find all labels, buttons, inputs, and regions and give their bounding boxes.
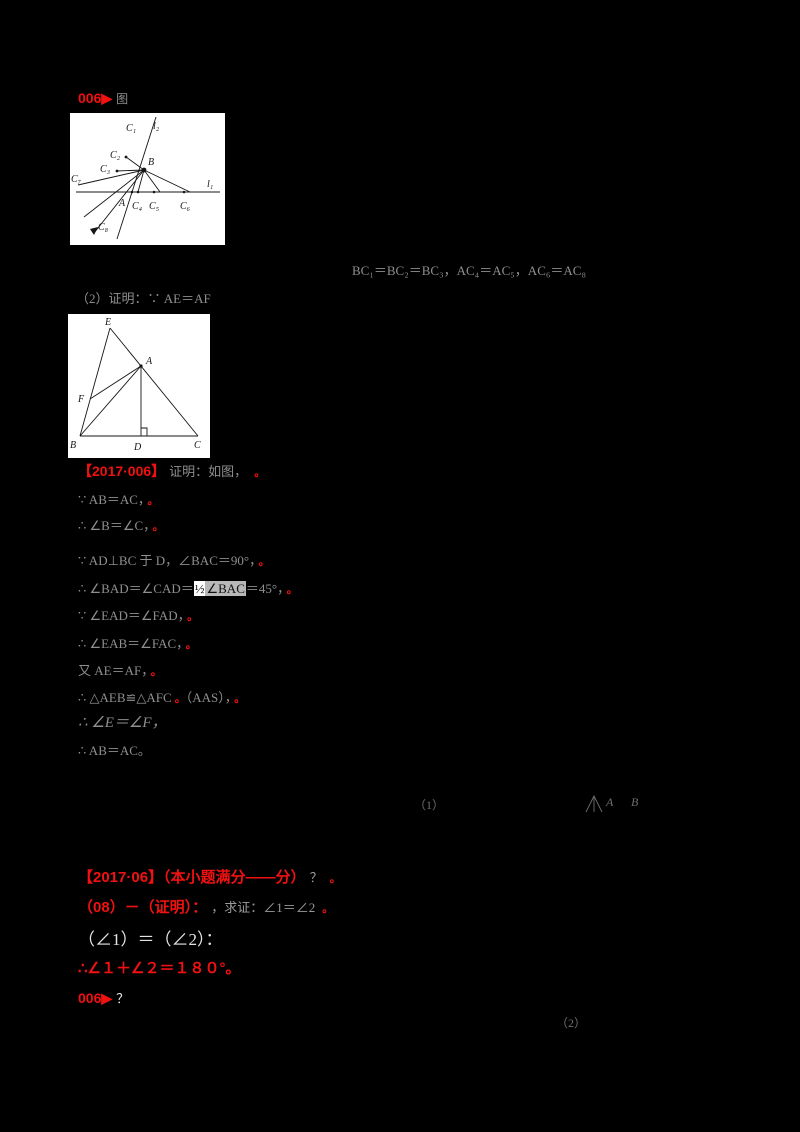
line-text: ∴ ∠EAB＝∠FAC，: [78, 636, 183, 651]
arrowhead-icon: [90, 227, 98, 235]
red-mark: 。: [174, 693, 186, 705]
tag-suffix: ？: [116, 991, 130, 1006]
line-text: ∴ AB＝AC。: [78, 743, 151, 758]
red-heading-text: 【2017·06】（本小题满分——分）: [78, 869, 306, 886]
red-mark: 。: [254, 467, 266, 479]
mini-sketch-svg: [585, 794, 603, 813]
red-mark: 。: [258, 556, 270, 568]
line-text: 又 AE＝AF，: [78, 663, 148, 678]
problem-tag: 006▶: [78, 990, 113, 1006]
solution-line: ∴ ∠E＝∠F，: [78, 711, 167, 732]
right-angle-mark: [141, 427, 148, 436]
red-line-text: （08）－（证明）：: [78, 899, 208, 916]
line-text: ∵ AD⊥BC 于 D，∠BAC＝90°，: [78, 553, 256, 568]
red-mark: 。: [152, 521, 164, 533]
solution-line: ∴ ∠BAD＝∠CAD＝½ ∠BAC＝45°，。: [78, 578, 298, 597]
fig2-label-C: C: [194, 440, 201, 451]
fig1-label-C7: C₇: [71, 174, 82, 185]
fig1-label-C8: C₈: [98, 222, 109, 233]
arrow-icon: ▶: [101, 90, 113, 106]
math-row-proof-intro: （2）证明：∵ AE＝AF: [76, 291, 211, 306]
line-text: （AAS），: [185, 690, 232, 705]
red-section-line: （08）－（证明）： ，求证：∠1＝∠2 。: [78, 896, 333, 917]
red-mark: 。: [187, 611, 199, 623]
line-text: ∴ ∠E＝∠F，: [78, 715, 167, 731]
solution-line: ∵ AD⊥BC 于 D，∠BAC＝90°，。: [78, 550, 270, 569]
solution-line: ∵ ∠EAD＝∠FAD，。: [78, 605, 198, 624]
header-suffix: 图: [116, 92, 129, 106]
fig1-label-C1: C₁: [126, 123, 136, 134]
fig2-label-A: A: [145, 356, 153, 367]
red-mark: 。: [234, 693, 246, 705]
figure2-svg: E A F B D C: [70, 317, 201, 453]
light-equation-line: （∠1）＝（∠2）：: [78, 930, 223, 949]
arrow-icon: ▶: [101, 990, 113, 1006]
red-mark: 。: [150, 666, 162, 678]
solution-line: ∴ ∠EAB＝∠FAC，。: [78, 633, 197, 652]
fig2-label-B: B: [70, 440, 76, 451]
figure-lines-diagram: C₁ l₂ C₂ C₃ B C₇ l₁ A C₄ C₅ C₆ C₈: [70, 113, 225, 245]
header-line: 006▶ 图: [78, 90, 128, 108]
solution-line: ∴ ∠B＝∠C，。: [78, 515, 164, 534]
red-section-heading: 【2017·06】（本小题满分——分） ？ 。: [78, 866, 341, 887]
fig1-label-C3: C₃: [100, 164, 111, 175]
fig1-label-A: A: [118, 198, 126, 209]
mid-label-A: A: [606, 795, 614, 809]
highlight-gray: ∠BAC: [205, 581, 246, 596]
solution-heading-text: 证明：如图，: [169, 464, 248, 479]
math-row-equalities: BC₁＝BC₂＝BC₃，AC₄＝AC₅，AC₆＝AC₈: [352, 263, 586, 278]
line-text: ∴ △AEB≌△AFC: [78, 690, 172, 705]
gray-suffix: ？: [309, 870, 323, 885]
fig2-label-D: D: [133, 442, 142, 453]
red-equation-line: ∴∠１＋∠２＝１８０°。: [78, 960, 241, 977]
bottom-part-label: （2）: [556, 1016, 587, 1030]
gray-suffix: ，求证：∠1＝∠2: [211, 900, 316, 915]
line-text: ＝45°，: [245, 581, 284, 596]
fig1-label-C4: C₄: [132, 201, 143, 212]
mid-label-B: B: [631, 795, 639, 809]
red-tag-line: 006▶ ？: [78, 988, 129, 1008]
red-mark: 。: [329, 873, 341, 885]
red-mark: 。: [185, 639, 197, 651]
fig1-label-C5: C₅: [149, 201, 160, 212]
fig1-label-l2: l₂: [153, 121, 160, 132]
red-mark: 。: [322, 903, 334, 915]
solution-line: 又 AE＝AF，。: [78, 660, 162, 679]
solution-tag: 【2017·006】: [78, 463, 166, 479]
solution-line: ∴ △AEB≌△AFC 。（AAS），。: [78, 687, 245, 706]
line-text: ∴ ∠B＝∠C，: [78, 518, 150, 533]
fig1-label-C6: C₆: [180, 201, 191, 212]
line-text: ∵ AB＝AC，: [78, 492, 145, 507]
fig1-label-C2: C₂: [110, 150, 121, 161]
fig2-label-E: E: [104, 317, 111, 328]
fig1-label-l1: l₁: [207, 179, 213, 190]
fig1-label-B: B: [148, 157, 154, 168]
solution-line: ∴ AB＝AC。: [78, 740, 151, 759]
figure1-svg: C₁ l₂ C₂ C₃ B C₇ l₁ A C₄ C₅ C₆ C₈: [71, 116, 220, 240]
mid-part-label: （1）: [414, 798, 445, 812]
red-mark: 。: [147, 495, 159, 507]
problem-tag: 006▶: [78, 90, 113, 106]
line-text: ∵ ∠EAD＝∠FAD，: [78, 608, 185, 623]
solution-heading: 【2017·006】 证明：如图， 。: [78, 461, 265, 481]
highlight-white: ½: [193, 581, 206, 596]
figure-triangle-diagram: E A F B D C: [68, 314, 210, 458]
fig2-label-F: F: [77, 394, 85, 405]
solution-line: ∵ AB＝AC，。: [78, 489, 158, 508]
red-mark: 。: [286, 584, 298, 596]
line-text: ∴ ∠BAD＝∠CAD＝: [78, 581, 194, 596]
